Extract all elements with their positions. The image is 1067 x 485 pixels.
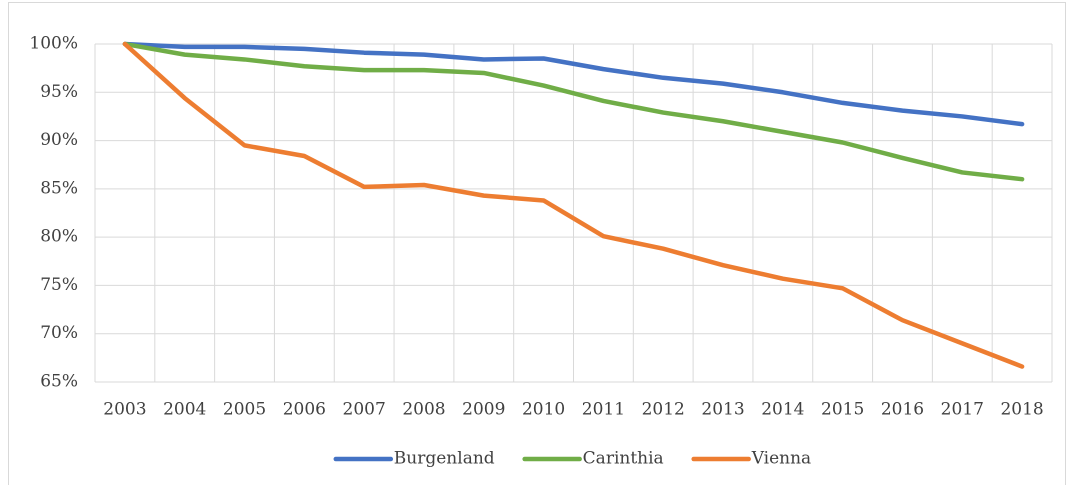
y-tick-label: 95% — [40, 82, 78, 102]
legend-label: Burgenland — [394, 449, 495, 469]
x-tick-label: 2013 — [701, 400, 744, 420]
x-tick-label: 2008 — [402, 400, 445, 420]
x-tick-label: 2007 — [343, 400, 386, 420]
x-tick-label: 2006 — [283, 400, 326, 420]
legend-label: Carinthia — [583, 449, 664, 469]
y-tick-label: 80% — [40, 227, 78, 247]
x-tick-label: 2003 — [103, 400, 146, 420]
series-line — [122, 41, 1025, 127]
x-tick-label: 2011 — [582, 400, 625, 420]
y-tick-label: 85% — [40, 178, 78, 198]
x-tick-label: 2016 — [881, 400, 924, 420]
legend-label: Vienna — [751, 449, 812, 469]
y-tick-label: 65% — [40, 372, 78, 392]
x-tick-label: 2009 — [462, 400, 505, 420]
x-tick-label: 2005 — [223, 400, 266, 420]
x-tick-label: 2010 — [522, 400, 565, 420]
x-tick-label: 2015 — [821, 400, 864, 420]
x-tick-label: 2018 — [1000, 400, 1043, 420]
series-line — [122, 41, 1025, 369]
x-tick-label: 2004 — [163, 400, 206, 420]
series-line — [122, 41, 1025, 182]
y-tick-label: 100% — [29, 34, 78, 54]
x-tick-label: 2017 — [941, 400, 984, 420]
y-tick-label: 90% — [40, 130, 78, 150]
y-tick-label: 75% — [40, 275, 78, 295]
chart-border — [8, 2, 1066, 485]
x-tick-label: 2014 — [761, 400, 804, 420]
x-tick-label: 2012 — [642, 400, 685, 420]
y-tick-label: 70% — [40, 323, 78, 343]
